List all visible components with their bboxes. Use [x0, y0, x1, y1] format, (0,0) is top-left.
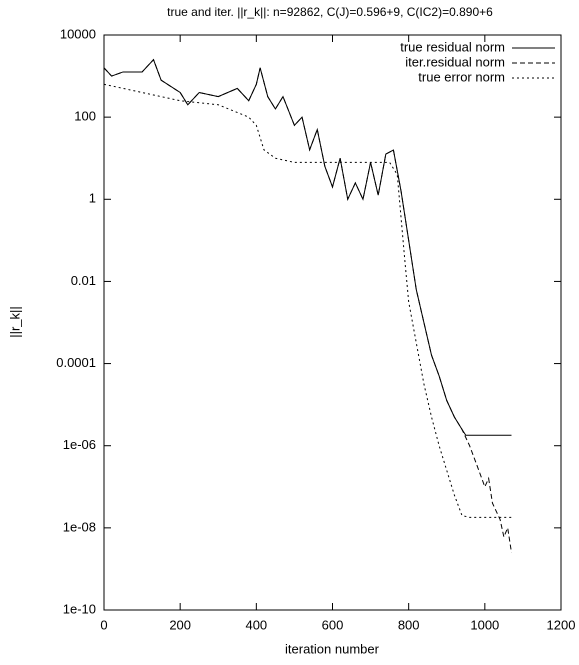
x-tick-label: 400	[245, 617, 267, 632]
y-tick-label: 1e-06	[63, 437, 96, 452]
y-tick-label: 1e-08	[63, 519, 96, 534]
y-tick-label: 0.01	[71, 273, 96, 288]
y-tick-label: 10000	[60, 26, 96, 41]
series-line	[103, 58, 512, 436]
x-tick-label: 1000	[470, 617, 499, 632]
y-tick-label: 0.0001	[56, 355, 96, 370]
x-axis-label: iteration number	[285, 641, 380, 656]
legend-label: iter.residual norm	[405, 54, 505, 69]
x-tick-label: 200	[169, 617, 191, 632]
legend-label: true residual norm	[400, 39, 505, 54]
x-tick-label: 600	[322, 617, 344, 632]
x-tick-label: 1200	[547, 617, 576, 632]
series-line	[103, 58, 512, 553]
chart-title: true and iter. ||r_k||: n=92862, C(J)=0.…	[167, 5, 493, 19]
series-line	[103, 83, 512, 518]
y-tick-label: 1e-10	[63, 601, 96, 616]
x-tick-label: 800	[398, 617, 420, 632]
legend-label: true error norm	[418, 69, 505, 84]
x-tick-label: 0	[100, 617, 107, 632]
y-tick-label: 1	[89, 191, 96, 206]
plot-frame	[103, 34, 562, 611]
y-axis-label: ||r_k||	[7, 306, 22, 338]
y-tick-label: 100	[74, 109, 96, 124]
